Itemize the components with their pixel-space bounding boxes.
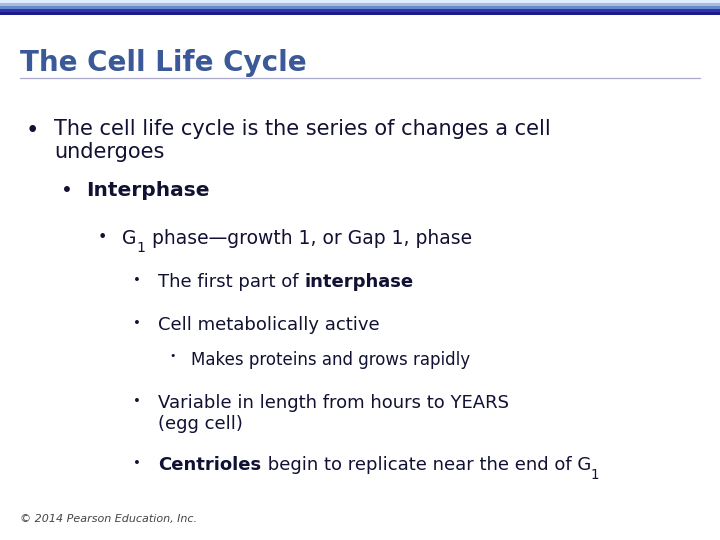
Text: interphase: interphase <box>305 273 414 291</box>
Text: 1: 1 <box>591 468 599 482</box>
Bar <box>0 9 720 12</box>
Text: Centrioles: Centrioles <box>158 456 261 474</box>
Text: begin to replicate near the end of G: begin to replicate near the end of G <box>261 456 591 474</box>
Text: •: • <box>169 351 176 361</box>
Text: •: • <box>133 316 141 330</box>
Text: •: • <box>133 273 141 287</box>
Text: •: • <box>133 456 141 470</box>
Text: •: • <box>97 230 107 245</box>
Text: 1: 1 <box>137 241 145 255</box>
Text: Makes proteins and grows rapidly: Makes proteins and grows rapidly <box>191 351 470 369</box>
Bar <box>0 3 720 6</box>
Text: The first part of: The first part of <box>158 273 305 291</box>
Bar <box>0 0 720 15</box>
Text: © 2014 Pearson Education, Inc.: © 2014 Pearson Education, Inc. <box>20 514 197 524</box>
Text: The cell life cycle is the series of changes a cell
undergoes: The cell life cycle is the series of cha… <box>54 119 551 162</box>
Text: The Cell Life Cycle: The Cell Life Cycle <box>20 49 307 77</box>
Bar <box>0 6 720 9</box>
Text: Interphase: Interphase <box>86 181 210 200</box>
Text: •: • <box>61 181 73 200</box>
Text: •: • <box>25 119 39 142</box>
Bar <box>0 12 720 15</box>
Text: phase—growth 1, or Gap 1, phase: phase—growth 1, or Gap 1, phase <box>145 230 472 248</box>
Text: •: • <box>133 394 141 408</box>
Text: Variable in length from hours to YEARS
(egg cell): Variable in length from hours to YEARS (… <box>158 394 510 433</box>
Bar <box>0 0 720 3</box>
Text: Cell metabolically active: Cell metabolically active <box>158 316 380 334</box>
Text: G: G <box>122 230 137 248</box>
